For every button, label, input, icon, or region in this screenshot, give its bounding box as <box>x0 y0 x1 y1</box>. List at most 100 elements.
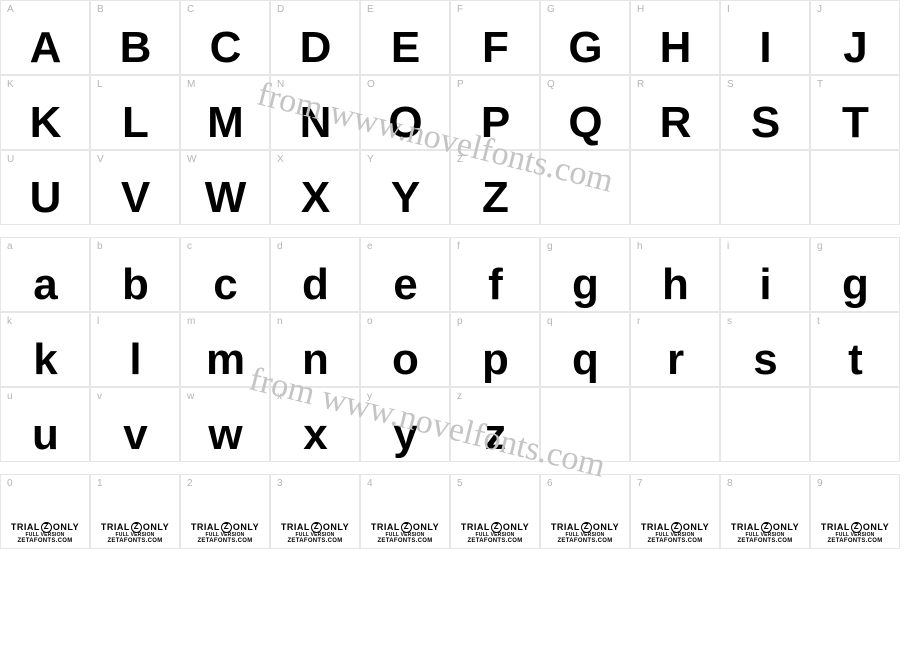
cell-label: s <box>727 316 732 327</box>
glyph-cell: kk <box>0 312 90 387</box>
glyph-cell <box>810 150 900 225</box>
cell-glyph: V <box>91 176 179 220</box>
cell-glyph: f <box>451 263 539 307</box>
cell-label: g <box>547 241 553 252</box>
glyph-cell <box>540 387 630 462</box>
glyph-cell: KK <box>0 75 90 150</box>
cell-label: 6 <box>547 478 553 489</box>
cell-glyph: Z <box>451 176 539 220</box>
glyph-cell: ee <box>360 237 450 312</box>
glyph-cell: ww <box>180 387 270 462</box>
cell-glyph: z <box>451 413 539 457</box>
glyph-cell: FF <box>450 0 540 75</box>
cell-glyph: h <box>631 263 719 307</box>
trial-badge: TRIALZONLYFULL VERSIONZETAFONTS.COM <box>271 518 359 544</box>
glyph-cell: 9TRIALZONLYFULL VERSIONZETAFONTS.COM <box>810 474 900 549</box>
cell-label: U <box>7 154 14 165</box>
cell-glyph: r <box>631 338 719 382</box>
cell-glyph: p <box>451 338 539 382</box>
glyph-cell: qq <box>540 312 630 387</box>
trial-badge: TRIALZONLYFULL VERSIONZETAFONTS.COM <box>361 518 449 544</box>
cell-glyph: E <box>361 26 449 70</box>
trial-badge: TRIALZONLYFULL VERSIONZETAFONTS.COM <box>631 518 719 544</box>
cell-label: B <box>97 4 104 15</box>
trial-badge: TRIALZONLYFULL VERSIONZETAFONTS.COM <box>541 518 629 544</box>
cell-label: b <box>97 241 103 252</box>
cell-label: I <box>727 4 730 15</box>
cell-glyph: B <box>91 26 179 70</box>
cell-glyph: s <box>721 338 809 382</box>
glyph-cell: 7 TRIALZONLYFULL VERSIONZETAFONTS.COM <box>630 474 720 549</box>
glyph-cell: NN <box>270 75 360 150</box>
glyph-cell: BB <box>90 0 180 75</box>
cell-label: x <box>277 391 282 402</box>
glyph-cell: QQ <box>540 75 630 150</box>
cell-label: 7 <box>637 478 643 489</box>
glyph-cell: MM <box>180 75 270 150</box>
cell-label: h <box>637 241 643 252</box>
glyph-cell: WW <box>180 150 270 225</box>
cell-glyph: W <box>181 176 269 220</box>
cell-label: Q <box>547 79 555 90</box>
cell-label: H <box>637 4 644 15</box>
glyph-cell: hh <box>630 237 720 312</box>
cell-glyph: C <box>181 26 269 70</box>
cell-glyph: a <box>1 263 89 307</box>
grid-digits: 0TRIALZONLYFULL VERSIONZETAFONTS.COM1TRI… <box>0 474 901 549</box>
glyph-cell: HH <box>630 0 720 75</box>
cell-glyph: t <box>811 338 899 382</box>
cell-label: 8 <box>727 478 733 489</box>
cell-label: o <box>367 316 373 327</box>
cell-glyph: U <box>1 176 89 220</box>
glyph-cell: 6 TRIALZONLYFULL VERSIONZETAFONTS.COM <box>540 474 630 549</box>
glyph-cell: XX <box>270 150 360 225</box>
cell-glyph: Q <box>541 101 629 145</box>
glyph-cell: zz <box>450 387 540 462</box>
glyph-cell: cc <box>180 237 270 312</box>
cell-glyph: G <box>541 26 629 70</box>
glyph-cell: VV <box>90 150 180 225</box>
cell-label: 2 <box>187 478 193 489</box>
glyph-cell: mm <box>180 312 270 387</box>
cell-label: J <box>817 4 822 15</box>
cell-glyph: I <box>721 26 809 70</box>
cell-label: G <box>547 4 555 15</box>
cell-glyph: K <box>1 101 89 145</box>
cell-glyph: u <box>1 413 89 457</box>
glyph-cell: uu <box>0 387 90 462</box>
cell-glyph: w <box>181 413 269 457</box>
cell-label: r <box>637 316 640 327</box>
cell-label: R <box>637 79 644 90</box>
cell-label: a <box>7 241 13 252</box>
glyph-cell: dd <box>270 237 360 312</box>
cell-label: z <box>457 391 462 402</box>
cell-label: C <box>187 4 194 15</box>
cell-label: 0 <box>7 478 13 489</box>
cell-label: c <box>187 241 192 252</box>
cell-glyph: J <box>811 26 899 70</box>
cell-glyph: L <box>91 101 179 145</box>
cell-label: q <box>547 316 553 327</box>
cell-label: W <box>187 154 196 165</box>
cell-glyph: o <box>361 338 449 382</box>
cell-label: m <box>187 316 195 327</box>
cell-glyph: k <box>1 338 89 382</box>
cell-label: p <box>457 316 463 327</box>
spacer <box>0 462 911 474</box>
glyph-cell: LL <box>90 75 180 150</box>
glyph-cell: vv <box>90 387 180 462</box>
glyph-cell <box>630 387 720 462</box>
cell-glyph: Y <box>361 176 449 220</box>
cell-label: f <box>457 241 460 252</box>
glyph-cell: nn <box>270 312 360 387</box>
cell-glyph: O <box>361 101 449 145</box>
cell-label: k <box>7 316 12 327</box>
glyph-cell: aa <box>0 237 90 312</box>
glyph-cell: PP <box>450 75 540 150</box>
cell-glyph: g <box>541 263 629 307</box>
cell-label: O <box>367 79 375 90</box>
trial-badge: TRIALZONLYFULL VERSIONZETAFONTS.COM <box>91 518 179 544</box>
glyph-cell: 5TRIALZONLYFULL VERSIONZETAFONTS.COM <box>450 474 540 549</box>
glyph-cell: ff <box>450 237 540 312</box>
cell-glyph: x <box>271 413 359 457</box>
